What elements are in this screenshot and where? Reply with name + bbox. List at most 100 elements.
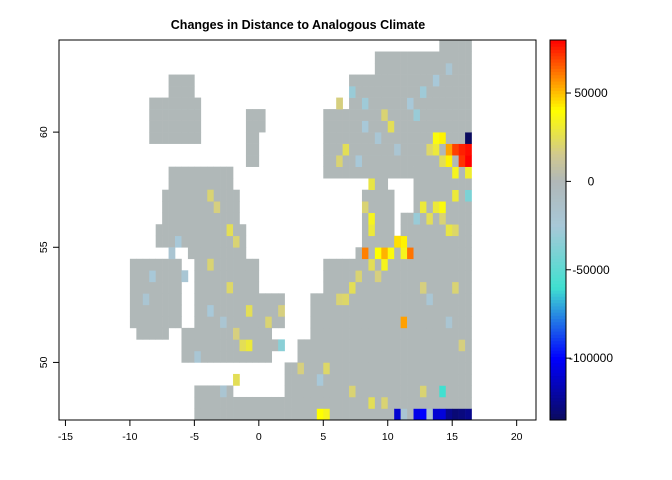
heatmap-cell [213, 316, 221, 329]
heatmap-cell [271, 316, 279, 329]
heatmap-cell [419, 327, 427, 340]
heatmap-cell [233, 235, 240, 248]
heatmap-cell [303, 373, 311, 386]
heatmap-cell [187, 97, 195, 110]
heatmap-cell [400, 281, 408, 294]
heatmap-cell [465, 258, 472, 271]
heatmap-cell [445, 86, 453, 98]
heatmap-cell [342, 408, 350, 421]
heatmap-cell [426, 362, 434, 375]
heatmap-cell [187, 189, 195, 202]
heatmap-cell [175, 212, 182, 225]
heatmap-cell [336, 316, 343, 329]
heatmap-cell [368, 97, 376, 110]
heatmap-cell [439, 189, 447, 202]
heatmap-cell [194, 408, 202, 421]
heatmap-cell [175, 86, 182, 98]
colorbar-segment [550, 337, 566, 342]
colorbar-segment [550, 274, 566, 278]
heatmap-cell [207, 224, 215, 237]
colorbar-segment [550, 350, 566, 354]
heatmap-cell [368, 270, 376, 283]
heatmap-cell [465, 247, 472, 260]
heatmap-cell [291, 408, 298, 421]
heatmap-cell [445, 270, 453, 283]
heatmap-cell [452, 327, 459, 340]
heatmap-cell [355, 293, 363, 306]
heatmap-cell [465, 396, 472, 409]
colorbar-segment [550, 277, 566, 282]
heatmap-cell [194, 281, 202, 294]
heatmap-cell [445, 304, 453, 317]
heatmap-cell [175, 120, 182, 133]
heatmap-cell [220, 304, 227, 317]
heatmap-cell [200, 224, 208, 237]
heatmap-cell [310, 408, 318, 421]
heatmap-cell [187, 86, 195, 98]
heatmap-cell [432, 155, 440, 167]
heatmap-cell [387, 339, 395, 352]
heatmap-cell [413, 270, 421, 283]
colorbar-segment [550, 179, 566, 183]
colorbar-segment [550, 185, 566, 190]
heatmap-cell [239, 270, 247, 283]
heatmap-cell [445, 74, 453, 87]
heatmap-cell [310, 396, 318, 409]
heatmap-cell [355, 350, 363, 363]
colorbar-segment [550, 293, 566, 297]
heatmap-cell [381, 316, 389, 329]
heatmap-cell [194, 178, 202, 190]
y-tick-label: 50 [38, 356, 50, 368]
heatmap-cell [413, 189, 421, 202]
heatmap-cell [200, 304, 208, 317]
heatmap-cell [400, 270, 408, 283]
heatmap-cell [407, 63, 414, 75]
heatmap-cell [149, 120, 156, 133]
heatmap-cell [194, 97, 202, 110]
heatmap-cell [149, 270, 156, 283]
heatmap-cell [207, 212, 215, 225]
heatmap-cell [271, 396, 279, 409]
heatmap-cell [361, 396, 369, 409]
heatmap-cell [207, 304, 215, 317]
heatmap-cell [381, 201, 389, 214]
heatmap-cell [374, 327, 382, 340]
heatmap-cell [374, 408, 382, 421]
colorbar-segment [550, 280, 566, 285]
heatmap-cell [329, 166, 337, 179]
colorbar-segment [550, 128, 566, 133]
heatmap-cell [323, 132, 331, 144]
heatmap-cell [400, 143, 408, 156]
heatmap-cell [368, 109, 376, 121]
heatmap-cell [239, 316, 247, 329]
heatmap-cell [394, 270, 401, 283]
heatmap-cell [419, 362, 427, 375]
heatmap-cell [187, 166, 195, 179]
heatmap-cell [284, 373, 292, 386]
heatmap-cell [155, 97, 163, 110]
heatmap-cell [175, 258, 182, 271]
colorbar-segment [550, 195, 566, 199]
heatmap-cell [310, 316, 318, 329]
heatmap-cell [400, 120, 408, 133]
heatmap-cell [413, 132, 421, 144]
heatmap-cell [349, 143, 356, 156]
heatmap-cell [426, 166, 434, 179]
heatmap-cell [407, 143, 414, 156]
heatmap-cell [252, 143, 260, 156]
colorbar-segment [550, 302, 566, 307]
heatmap-cell [439, 396, 447, 409]
heatmap-cell [458, 132, 466, 144]
colorbar-segment [550, 318, 566, 323]
heatmap-cell [233, 339, 240, 352]
colorbar-segment [550, 315, 566, 320]
heatmap-cell [323, 373, 331, 386]
heatmap-cell [465, 281, 472, 294]
heatmap-cell [445, 143, 453, 156]
heatmap-cell [329, 281, 337, 294]
heatmap-cell [452, 74, 459, 87]
colorbar-segment [550, 188, 566, 193]
heatmap-cell [419, 212, 427, 225]
heatmap-cell [278, 316, 285, 329]
heatmap-cell [368, 132, 376, 144]
